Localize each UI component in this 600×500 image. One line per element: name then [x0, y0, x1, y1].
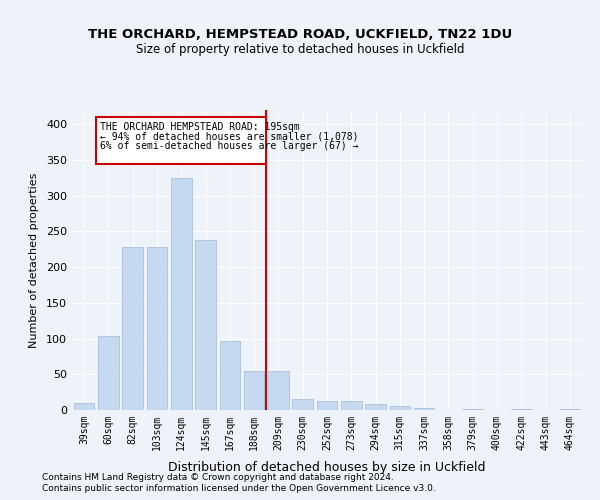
Text: Size of property relative to detached houses in Uckfield: Size of property relative to detached ho… [136, 42, 464, 56]
Bar [171, 178, 191, 410]
Bar [317, 402, 337, 410]
Bar [268, 370, 289, 410]
Bar [414, 408, 434, 410]
Bar [463, 408, 483, 410]
Bar [195, 240, 216, 410]
Bar [220, 340, 240, 410]
FancyBboxPatch shape [96, 117, 266, 164]
Text: 6% of semi-detached houses are larger (67) →: 6% of semi-detached houses are larger (6… [100, 140, 358, 150]
Text: THE ORCHARD HEMPSTEAD ROAD: 195sqm: THE ORCHARD HEMPSTEAD ROAD: 195sqm [100, 122, 299, 132]
Bar [341, 402, 362, 410]
Bar [98, 336, 119, 410]
Bar [122, 247, 143, 410]
X-axis label: Distribution of detached houses by size in Uckfield: Distribution of detached houses by size … [168, 461, 486, 474]
Bar [74, 403, 94, 410]
Text: THE ORCHARD, HEMPSTEAD ROAD, UCKFIELD, TN22 1DU: THE ORCHARD, HEMPSTEAD ROAD, UCKFIELD, T… [88, 28, 512, 40]
Text: Contains public sector information licensed under the Open Government Licence v3: Contains public sector information licen… [42, 484, 436, 493]
Y-axis label: Number of detached properties: Number of detached properties [29, 172, 39, 348]
Text: Contains HM Land Registry data © Crown copyright and database right 2024.: Contains HM Land Registry data © Crown c… [42, 472, 394, 482]
Bar [365, 404, 386, 410]
Bar [389, 406, 410, 410]
Bar [146, 247, 167, 410]
Bar [292, 400, 313, 410]
Text: ← 94% of detached houses are smaller (1,078): ← 94% of detached houses are smaller (1,… [100, 132, 358, 141]
Bar [244, 370, 265, 410]
